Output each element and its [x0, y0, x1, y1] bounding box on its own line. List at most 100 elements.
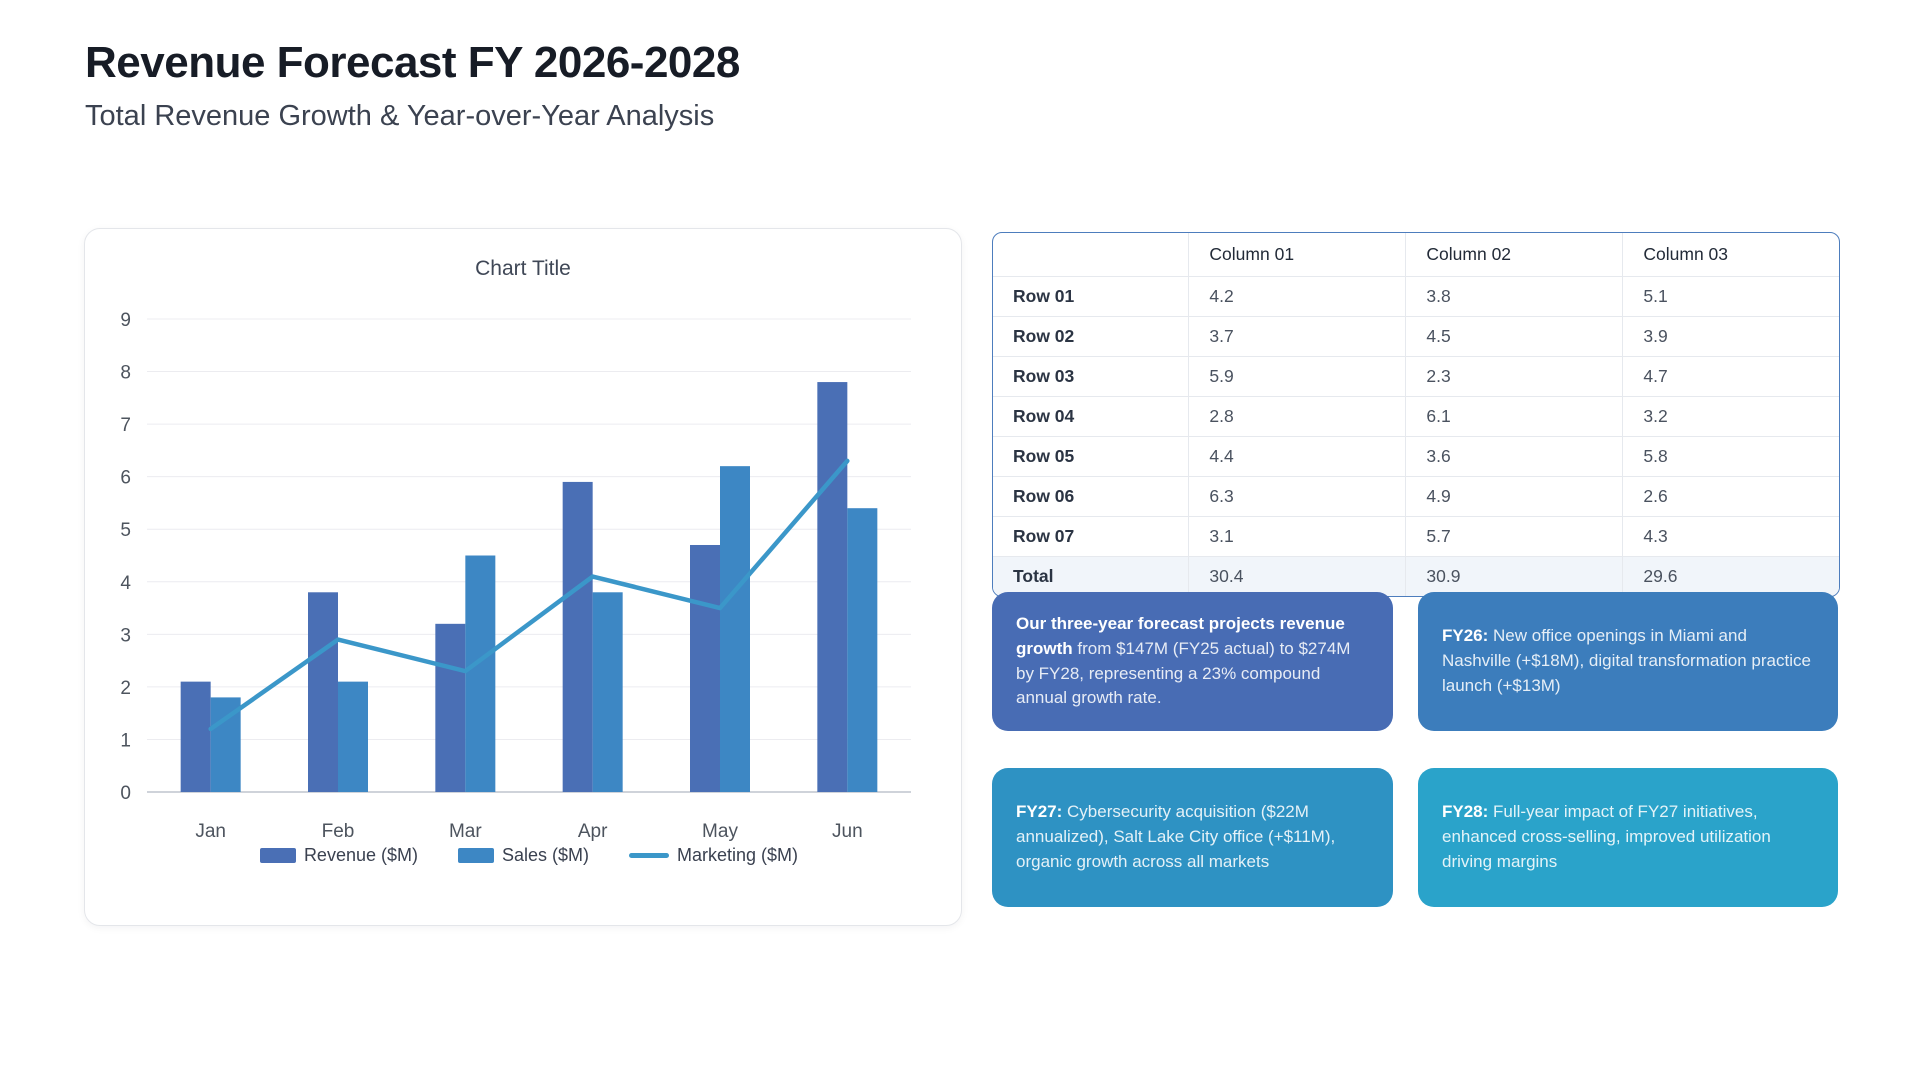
callout-text: Our three-year forecast projects revenue…: [1016, 612, 1369, 712]
table-cell: 4.2: [1188, 277, 1405, 316]
table-cell: 2.6: [1622, 477, 1839, 516]
table-header-cell: Column 01: [1188, 233, 1405, 276]
bar-revenue-may: [690, 544, 720, 792]
x-tick-label: May: [702, 821, 738, 842]
table-cell: 3.6: [1405, 437, 1622, 476]
page-title: Revenue Forecast FY 2026-2028: [85, 38, 740, 87]
bar-revenue-mar: [435, 623, 466, 792]
table-row: Row 05 4.4 3.6 5.8: [993, 436, 1839, 476]
bar-revenue-jan: [180, 681, 211, 792]
table-cell: 2.3: [1405, 357, 1622, 396]
table-total-cell: 30.9: [1405, 557, 1622, 596]
bar-sales-jun: [847, 508, 878, 792]
legend-swatch-icon: [259, 848, 296, 863]
table-header-cell: Column 03: [1622, 233, 1839, 276]
callout-text: FY26: New office openings in Miami and N…: [1442, 624, 1814, 699]
legend-swatch-icon: [629, 853, 670, 858]
table-cell: 6.1: [1405, 397, 1622, 436]
callout-body: from $147M (FY25 actual) to $274M by FY2…: [1016, 638, 1351, 708]
y-tick-label: 6: [120, 468, 131, 489]
callout-lead: FY28:: [1442, 802, 1489, 822]
table-row: Row 02 3.7 4.5 3.9: [993, 316, 1839, 356]
table-row: Row 01 4.2 3.8 5.1: [993, 276, 1839, 316]
legend-label: Sales ($M): [501, 845, 590, 865]
y-tick-label: 7: [120, 415, 131, 436]
table-cell: 6.3: [1188, 477, 1405, 516]
x-tick-label: Feb: [322, 821, 355, 842]
bar-revenue-apr: [562, 481, 593, 792]
callout-card-fy28: FY28: Full-year impact of FY27 initiativ…: [1418, 768, 1838, 907]
table-row-label: Row 03: [1013, 366, 1075, 386]
y-tick-label: 5: [120, 520, 131, 541]
bar-revenue-feb: [308, 592, 338, 792]
table-total-label: Total: [1013, 566, 1054, 586]
table-row-label: Row 01: [1013, 286, 1075, 306]
x-tick-label: Jan: [195, 821, 226, 842]
x-tick-label: Jun: [832, 821, 863, 842]
table-row: Row 06 6.3 4.9 2.6: [993, 476, 1839, 516]
callout-lead: FY27:: [1016, 802, 1063, 822]
table-row-label: Row 02: [1013, 326, 1075, 346]
table-row: Row 03 5.9 2.3 4.7: [993, 356, 1839, 396]
callout-body: Full-year impact of FY27 initiatives, en…: [1442, 802, 1771, 871]
legend-item: Revenue ($M): [259, 845, 418, 866]
bar-revenue-jun: [817, 382, 848, 792]
x-tick-label: Apr: [578, 821, 608, 842]
legend-swatch-icon: [457, 848, 494, 863]
table-header-cell: Column 02: [1405, 233, 1622, 276]
table-row: Row 04 2.8 6.1 3.2: [993, 396, 1839, 436]
chart-card: Chart Title 0 1 2 3 4 5 6 7 8 9 Jan Feb Mar Apr May Jun…: [84, 228, 962, 926]
data-table: Column 01 Column 02 Column 03 Row 01 4.2 3.8…: [992, 232, 1840, 597]
callout-card-forecast-summary: Our three-year forecast projects revenue…: [992, 592, 1393, 731]
callout-lead: Our three-year forecast projects revenue…: [1016, 613, 1345, 658]
legend-label: Revenue ($M): [303, 845, 418, 865]
bar-sales-feb: [338, 681, 368, 792]
y-tick-label: 1: [120, 730, 131, 751]
table-cell: 4.3: [1622, 517, 1839, 556]
table-cell: 3.1: [1188, 517, 1405, 556]
table-total-cell: 30.4: [1188, 557, 1405, 596]
y-tick-label: 3: [120, 625, 131, 646]
callout-body: New office openings in Miami and Nashvil…: [1442, 626, 1811, 695]
line-marketing: [208, 458, 850, 732]
callout-lead: FY26:: [1442, 626, 1489, 646]
table-total-row: Total 30.4 30.9 29.6: [993, 556, 1839, 596]
table-cell: 4.7: [1622, 357, 1839, 396]
bar-sales-apr: [592, 592, 623, 792]
table-row: Row 07 3.1 5.7 4.3: [993, 516, 1839, 556]
table-cell: 3.9: [1622, 317, 1839, 356]
chart-svg: 0 1 2 3 4 5 6 7 8 9 Jan Feb Mar Apr May Jun: [120, 310, 911, 842]
legend-label: Marketing ($M): [677, 845, 799, 865]
y-tick-label: 0: [120, 783, 131, 804]
table-cell: 5.9: [1188, 357, 1405, 396]
chart-plot-area: 0 1 2 3 4 5 6 7 8 9 Jan Feb Mar Apr May Jun: [85, 229, 961, 869]
table-row-label: Row 07: [1013, 526, 1075, 546]
legend-item: Marketing ($M): [629, 845, 798, 866]
bar-sales-may: [720, 466, 750, 792]
y-tick-label: 8: [120, 363, 131, 384]
table-header-row: Column 01 Column 02 Column 03: [993, 233, 1839, 276]
callout-card-fy27: FY27: Cybersecurity acquisition ($22M an…: [992, 768, 1393, 907]
table-cell: 5.7: [1405, 517, 1622, 556]
legend-item: Sales ($M): [457, 845, 590, 866]
table-cell: 4.5: [1405, 317, 1622, 356]
x-tick-label: Mar: [449, 821, 482, 842]
table-cell: 5.8: [1622, 437, 1839, 476]
table-header-cell: [993, 233, 1188, 276]
y-tick-label: 2: [120, 678, 131, 699]
table-row-label: Row 04: [1013, 406, 1075, 426]
page-subtitle: Total Revenue Growth & Year-over-Year An…: [85, 100, 715, 132]
table-cell: 3.8: [1405, 277, 1622, 316]
callout-text: FY27: Cybersecurity acquisition ($22M an…: [1016, 800, 1369, 875]
callout-card-fy26: FY26: New office openings in Miami and N…: [1418, 592, 1838, 731]
bar-sales-mar: [465, 555, 496, 792]
table-cell: 3.2: [1622, 397, 1839, 436]
chart-legend: Revenue ($M) Sales ($M) Marketing ($M): [147, 845, 911, 866]
table-cell: 4.4: [1188, 437, 1405, 476]
table-cell: 4.9: [1405, 477, 1622, 516]
table-total-cell: 29.6: [1622, 557, 1839, 596]
table-row-label: Row 06: [1013, 486, 1075, 506]
y-tick-label: 9: [120, 310, 131, 331]
table-row-label: Row 05: [1013, 446, 1075, 466]
callout-text: FY28: Full-year impact of FY27 initiativ…: [1442, 800, 1814, 875]
